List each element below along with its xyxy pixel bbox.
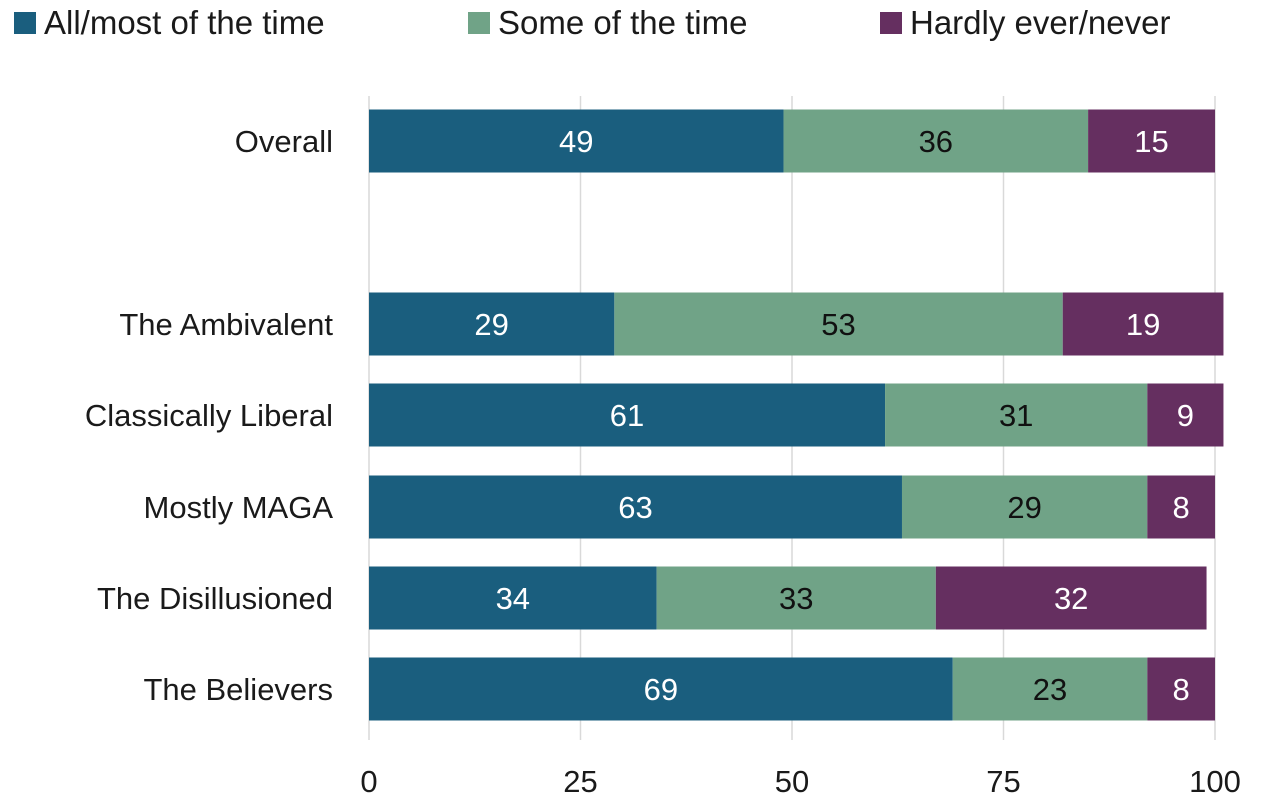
legend-swatch-some (468, 12, 490, 34)
bar-label-0-0: 49 (559, 124, 593, 159)
legend-swatch-hardly-ever (880, 12, 902, 34)
bar-2-2 (1147, 383, 1224, 447)
bar-label-0-1: 36 (919, 124, 953, 159)
x-tick-label-0: 0 (360, 764, 377, 796)
bar-label-2-0: 61 (610, 398, 644, 433)
bar-label-1-1: 53 (821, 307, 855, 342)
category-label-0: Overall (235, 124, 333, 159)
bar-5-1 (952, 657, 1148, 721)
x-tick-label-2: 50 (775, 764, 809, 796)
category-label-3: Mostly MAGA (144, 490, 334, 525)
bar-label-2-1: 31 (999, 398, 1033, 433)
x-tick-label-4: 100 (1189, 764, 1241, 796)
x-tick-label-1: 25 (563, 764, 597, 796)
bar-4-0 (369, 566, 657, 630)
bar-label-3-1: 29 (1007, 490, 1041, 525)
category-label-2: Classically Liberal (85, 398, 333, 433)
bar-1-1 (614, 292, 1063, 356)
bar-2-1 (885, 383, 1148, 447)
bar-label-3-0: 63 (618, 490, 652, 525)
legend-item-some: Some of the time (468, 4, 747, 42)
category-label-5: The Believers (143, 672, 333, 707)
bar-5-0 (369, 657, 953, 721)
bar-3-1 (901, 475, 1148, 539)
bar-3-2 (1147, 475, 1215, 539)
chart-legend: All/most of the time Some of the time Ha… (0, 0, 1269, 50)
bar-0-0 (369, 109, 784, 173)
legend-swatch-all-most (14, 12, 36, 34)
bar-1-0 (369, 292, 615, 356)
bar-5-2 (1147, 657, 1215, 721)
bar-2-0 (369, 383, 886, 447)
bar-4-1 (656, 566, 936, 630)
legend-label-all-most: All/most of the time (44, 4, 325, 41)
bar-label-5-2: 8 (1173, 672, 1190, 707)
bar-label-4-2: 32 (1054, 581, 1088, 616)
bar-4-2 (935, 566, 1207, 630)
bar-3-0 (369, 475, 902, 539)
bar-label-4-1: 33 (779, 581, 813, 616)
bar-label-1-0: 29 (474, 307, 508, 342)
bar-label-1-2: 19 (1126, 307, 1160, 342)
bar-1-2 (1062, 292, 1224, 356)
bar-label-3-2: 8 (1173, 490, 1190, 525)
bar-label-2-2: 9 (1177, 398, 1194, 433)
legend-label-hardly-ever: Hardly ever/never (910, 4, 1171, 41)
bar-0-1 (783, 109, 1089, 173)
bar-label-5-1: 23 (1033, 672, 1067, 707)
category-label-4: The Disillusioned (97, 581, 333, 616)
legend-item-hardly-ever: Hardly ever/never (880, 4, 1170, 42)
bar-label-5-0: 69 (644, 672, 678, 707)
category-label-1: The Ambivalent (119, 307, 333, 342)
legend-item-all-most: All/most of the time (14, 4, 325, 42)
x-tick-label-3: 75 (986, 764, 1020, 796)
bar-0-2 (1088, 109, 1215, 173)
bar-label-4-0: 34 (496, 581, 530, 616)
legend-label-some: Some of the time (498, 4, 748, 41)
bar-label-0-2: 15 (1134, 124, 1168, 159)
